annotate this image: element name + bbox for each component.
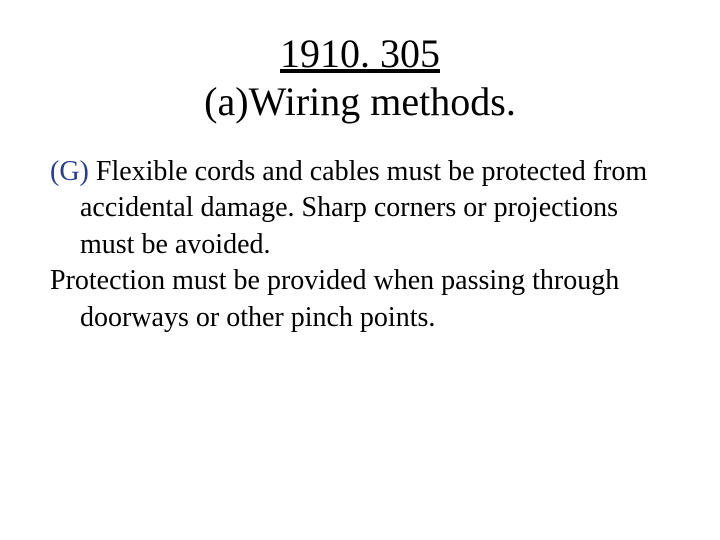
section-title: (a)Wiring methods.	[50, 78, 670, 126]
paragraph-2: Protection must be provided when passing…	[50, 263, 670, 336]
section-number: 1910. 305	[50, 30, 670, 78]
paragraph-label: (G)	[50, 156, 96, 187]
body-text: (G) Flexible cords and cables must be pr…	[50, 154, 670, 336]
paragraph-1: (G) Flexible cords and cables must be pr…	[50, 154, 670, 263]
paragraph-1-text: Flexible cords and cables must be protec…	[80, 156, 647, 260]
title-block: 1910. 305 (a)Wiring methods.	[50, 30, 670, 126]
